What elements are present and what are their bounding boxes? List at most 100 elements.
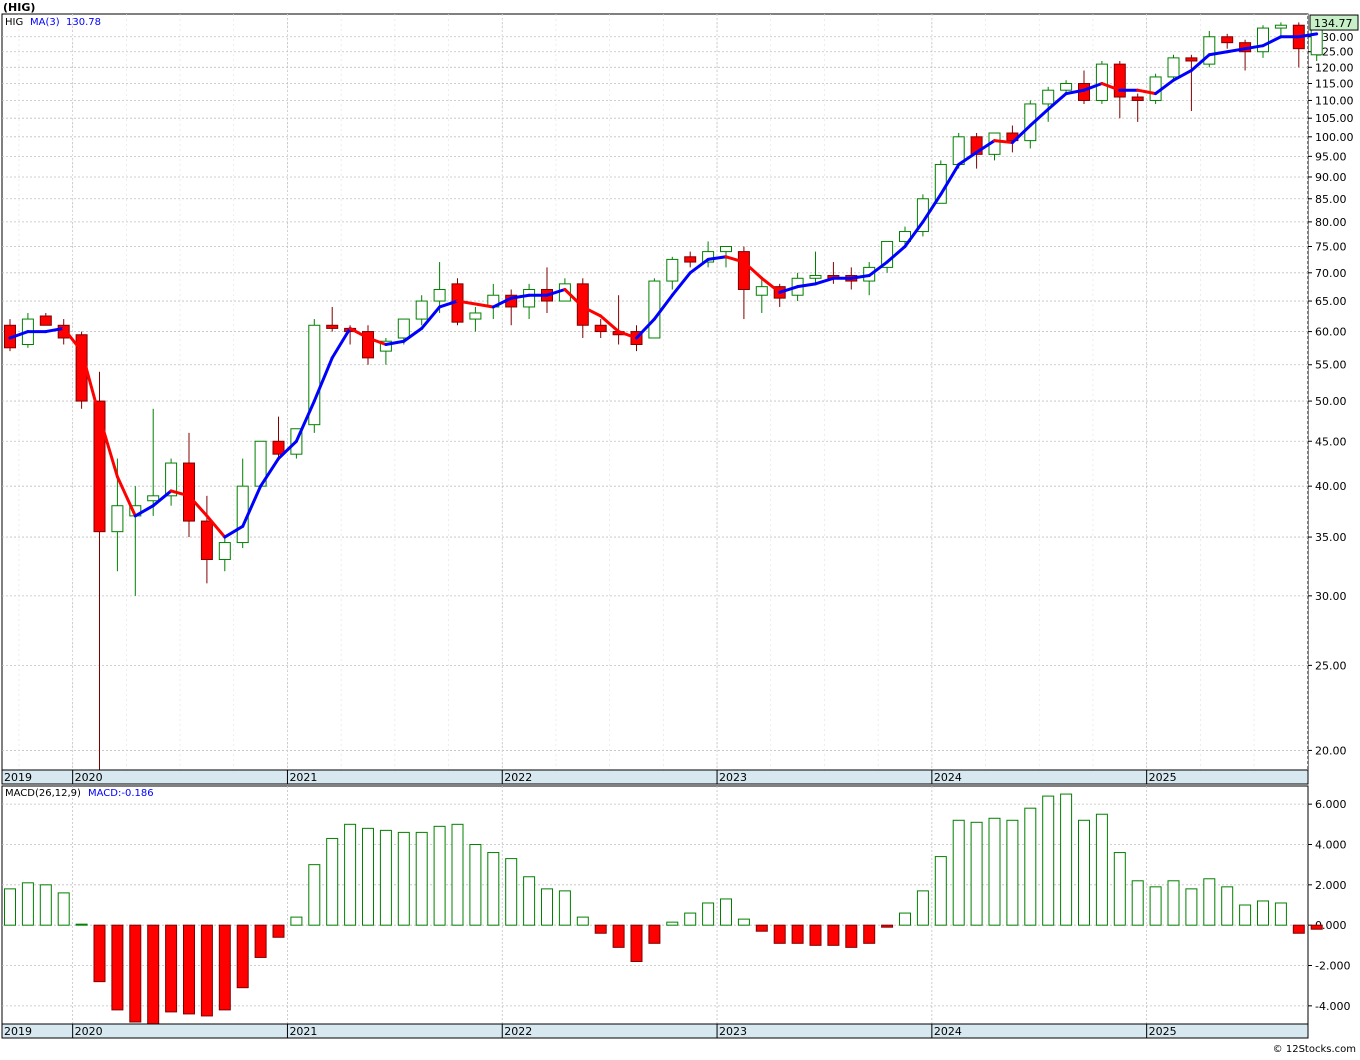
year-axis-label: 2021 (289, 771, 317, 784)
ma-line-segment (670, 271, 692, 297)
macd-bar (1042, 795, 1055, 926)
year-axis-label: 2022 (504, 1025, 532, 1038)
ma-line-segment (1207, 50, 1229, 57)
ma-line-segment (98, 415, 119, 479)
macd-bar (630, 924, 643, 962)
year-axis-label: 2023 (719, 1025, 747, 1038)
candle-body (1060, 83, 1073, 91)
ma-line-segment (1100, 82, 1122, 92)
macd-bar (594, 924, 607, 934)
price-tick-label: 105.00 (1315, 112, 1354, 125)
ma-line-segment (277, 439, 298, 461)
price-panel: 20.00 25.00 30.00 35.00 40.00 45.00 50.00 55.00… (1, 13, 1359, 785)
price-tick-label: 45.00 (1315, 435, 1347, 448)
macd-bar (899, 912, 911, 926)
macd-bar (1310, 924, 1323, 930)
ma-line-segment (1046, 92, 1068, 111)
macd-bar (666, 921, 679, 926)
year-axis-label: 2022 (504, 771, 532, 784)
price-tick-label: 85.00 (1315, 193, 1347, 206)
macd-bar (129, 924, 142, 1023)
macd-bar (1167, 880, 1180, 926)
macd-legend-label: MACD(26,12,9) (5, 788, 81, 799)
macd-bar (39, 884, 52, 926)
ma-line-segment (688, 257, 710, 275)
macd-bar (236, 924, 249, 989)
macd-tick-label: -4.000 (1315, 1000, 1350, 1013)
macd-bar (254, 924, 267, 958)
macd-bar (648, 924, 661, 944)
macd-bar (970, 821, 983, 926)
macd-bar (952, 819, 965, 926)
candle-body (326, 324, 339, 329)
ma-line-segment (509, 293, 531, 300)
macd-bar (1274, 902, 1287, 926)
candle-body (147, 495, 160, 502)
ma-line-segment (1225, 47, 1247, 54)
ma-line-segment (187, 494, 209, 518)
chart-title: (HIG) (3, 1, 35, 14)
candle-body (111, 505, 124, 533)
ma-line-segment (402, 326, 424, 343)
ma-line-segment (205, 514, 227, 539)
macd-bar (684, 912, 697, 926)
ma-line-segment (706, 255, 728, 261)
macd-bar (93, 924, 106, 983)
ma-line-segment (563, 287, 585, 309)
macd-bar (147, 924, 160, 1025)
macd-bar (881, 924, 894, 928)
macd-bar (218, 924, 231, 1011)
year-axis-label: 2020 (75, 771, 103, 784)
candle-body (720, 245, 732, 253)
macd-bar (1006, 819, 1019, 926)
candle-body (1042, 89, 1055, 105)
ma-line-segment (652, 293, 674, 321)
ma-line-segment (44, 326, 66, 334)
macd-bar (1257, 900, 1269, 926)
ma-line-segment (294, 399, 316, 443)
price-tick-label: 90.00 (1315, 171, 1347, 184)
year-axis-label: 2024 (934, 1025, 962, 1038)
price-legend-ma: MA(3) (30, 17, 60, 28)
macd-bar (326, 837, 339, 926)
ma-line-segment (1010, 124, 1032, 145)
ma-line-segment (348, 326, 370, 340)
ma-line-segment (921, 192, 943, 224)
ma-line-segment (1189, 53, 1211, 72)
ma-line-segment (975, 139, 996, 154)
price-tick-label: 55.00 (1315, 359, 1347, 372)
ma-line-segment (151, 489, 173, 508)
candle-body (684, 256, 697, 263)
ma-line-segment (8, 330, 30, 340)
macd-bar (1113, 852, 1126, 926)
ma-line-segment (366, 336, 388, 346)
candle-body (1149, 76, 1162, 101)
macd-bar (4, 888, 16, 926)
ma-line-segment (599, 314, 621, 334)
macd-bar (487, 852, 500, 926)
macd-bar (1203, 878, 1216, 926)
ma-line-segment (259, 457, 280, 488)
candle-body (881, 240, 894, 268)
price-tick-label: 70.00 (1315, 267, 1347, 280)
macd-bar (1239, 904, 1252, 926)
candle-body (183, 462, 195, 522)
macd-bar (183, 924, 195, 1015)
year-axis-label: 2019 (4, 771, 32, 784)
ma-line-segment (993, 139, 1014, 145)
ma-line-segment (1172, 68, 1193, 82)
ma-line-segment (1243, 44, 1265, 51)
macd-tick-label: 0.000 (1315, 919, 1347, 932)
candle-body (1257, 27, 1269, 53)
macd-bar (702, 902, 715, 926)
price-tick-label: 50.00 (1315, 395, 1347, 408)
ma-line-segment (849, 274, 871, 280)
price-tick-label: 75.00 (1315, 240, 1347, 253)
ma-line-segment (939, 162, 961, 196)
ma-line-segment (330, 326, 352, 360)
ma-line-segment (1082, 82, 1104, 92)
ma-line-segment (133, 504, 155, 518)
candle-body (755, 286, 768, 296)
candle-body (469, 312, 482, 320)
